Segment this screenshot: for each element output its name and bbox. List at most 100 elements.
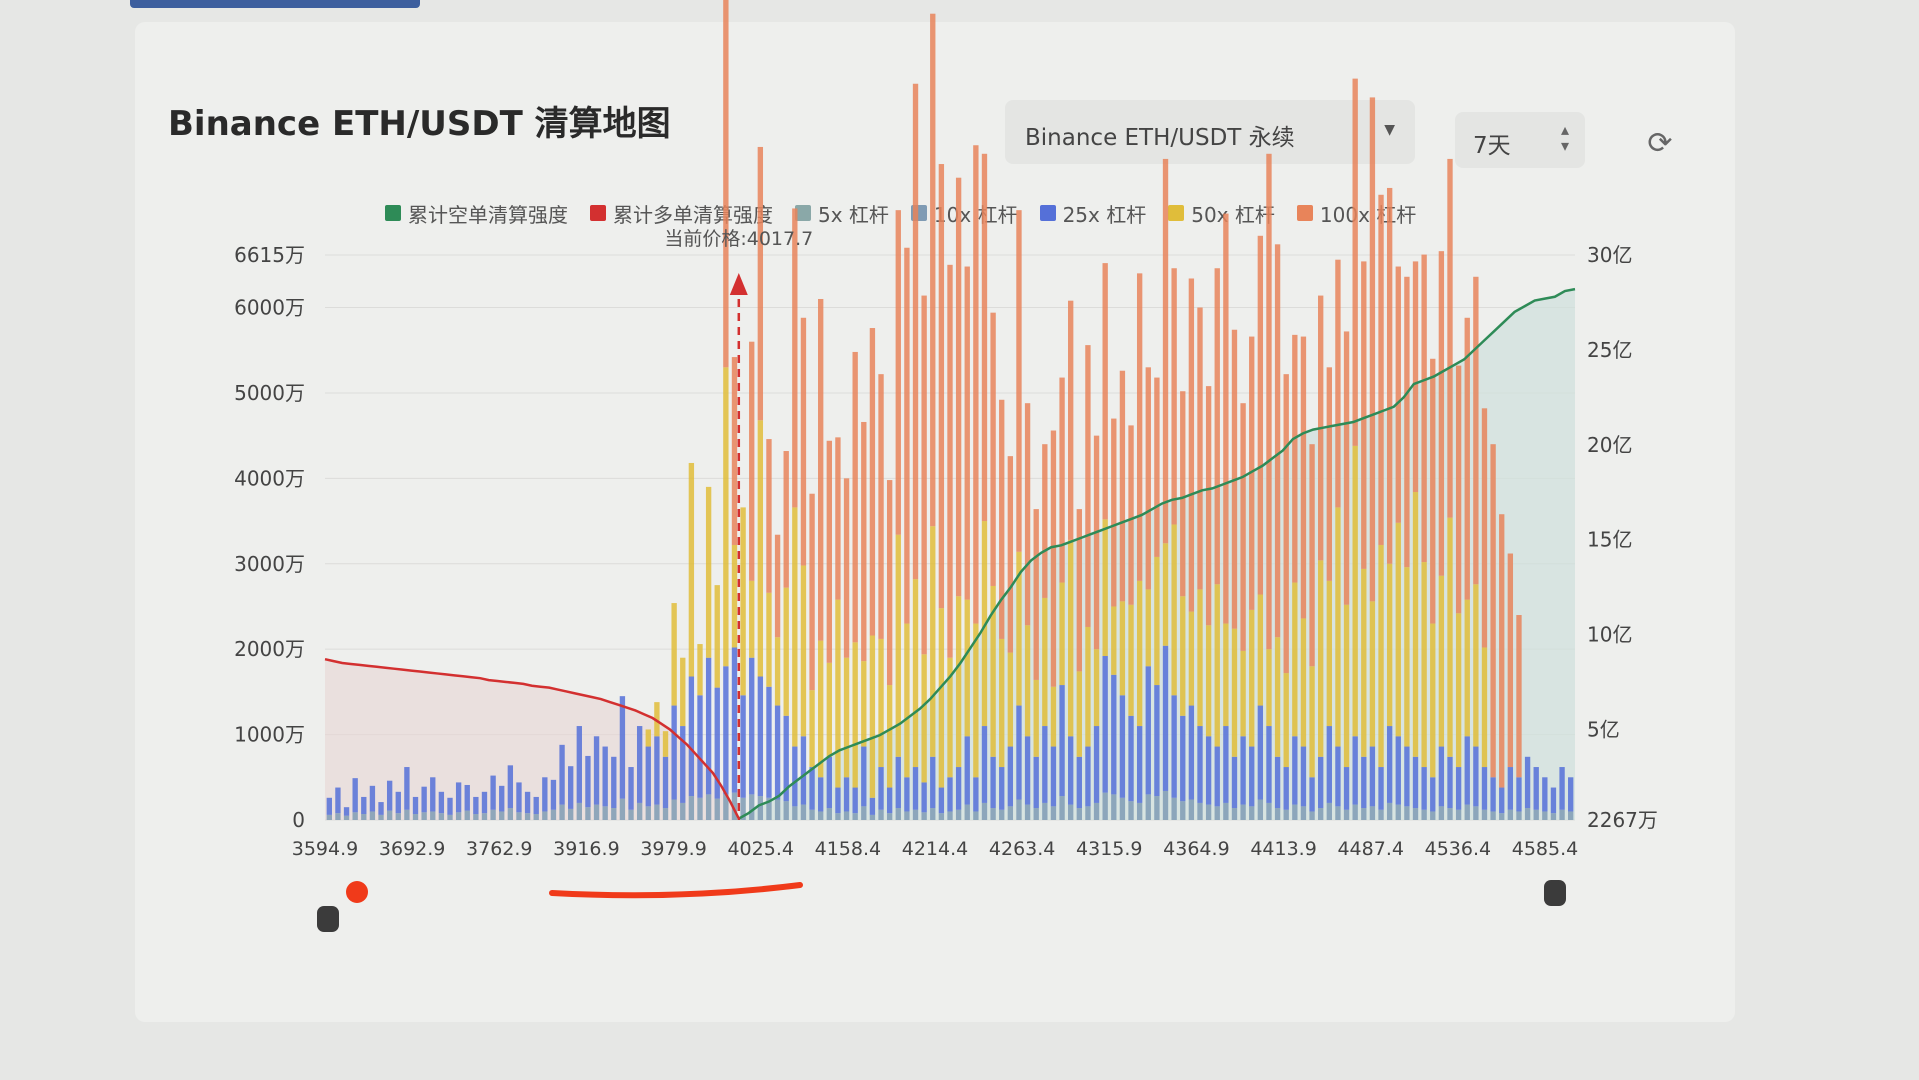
bar-50x	[1111, 606, 1117, 675]
bar-25x	[1007, 746, 1014, 807]
bar-25x	[999, 767, 1005, 810]
bar-25x	[818, 777, 824, 812]
bar-100x	[852, 351, 858, 643]
bar-25x	[361, 796, 367, 815]
bar-10x	[1352, 804, 1358, 820]
current-price-arrow	[729, 273, 748, 295]
market-select[interactable]: Binance ETH/USDT 永续 ▼	[1005, 100, 1415, 164]
bar-100x	[783, 451, 789, 588]
bar-50x	[1257, 594, 1264, 706]
bar-25x	[395, 791, 401, 814]
bar-25x	[654, 736, 660, 805]
bar-100x	[1300, 336, 1307, 619]
bar-25x	[645, 746, 651, 807]
bar-10x	[1481, 809, 1488, 820]
bar-25x	[912, 767, 919, 810]
bar-50x	[1343, 604, 1350, 768]
bar-10x	[1283, 809, 1289, 820]
legend-item-lev5[interactable]: 5x 杠杆	[795, 199, 889, 228]
bar-10x	[1464, 804, 1470, 820]
bar-100x	[1145, 367, 1151, 590]
bar-25x	[1180, 715, 1186, 802]
market-select-value: Binance ETH/USDT 永续	[1025, 125, 1295, 151]
y-left-tick-label: 3000万	[234, 552, 305, 576]
y-left-tick-label: 6615万	[234, 243, 305, 267]
bar-50x	[1188, 611, 1195, 706]
bar-25x	[1386, 726, 1393, 803]
bar-10x	[749, 794, 755, 820]
bar-50x	[1154, 556, 1160, 686]
legend-item-cum-long[interactable]: 累计多单清算强度	[590, 199, 773, 228]
bar-10x	[1119, 797, 1126, 820]
bar-10x	[1300, 806, 1307, 820]
bar-25x	[1542, 777, 1548, 812]
bar-25x	[481, 791, 488, 814]
bar-50x	[1042, 597, 1048, 727]
zoom-slider-left-handle[interactable]	[317, 906, 339, 932]
bar-10x	[766, 797, 772, 820]
y-left-tick-label: 5000万	[234, 381, 305, 405]
bar-100x	[1266, 153, 1272, 650]
bar-25x	[369, 785, 376, 812]
legend-item-lev25[interactable]: 25x 杠杆	[1039, 199, 1146, 228]
bar-10x	[1093, 802, 1100, 820]
bar-50x	[869, 635, 876, 798]
bar-50x	[1335, 507, 1341, 747]
legend-item-cum-short[interactable]: 累计空单清算强度	[385, 199, 568, 228]
zoom-slider-right-handle[interactable]	[1544, 880, 1566, 906]
current-price-label: 当前价格:4017.7	[664, 228, 813, 250]
bar-50x	[1283, 673, 1289, 768]
bar-50x	[671, 603, 677, 706]
period-select[interactable]: 7天 ▴ ▾	[1455, 112, 1585, 168]
bar-25x	[1171, 695, 1177, 798]
bar-25x	[1136, 726, 1143, 803]
bar-10x	[705, 794, 712, 820]
x-tick-label: 4536.4	[1425, 838, 1491, 860]
legend-item-lev50[interactable]: 50x 杠杆	[1168, 199, 1275, 228]
bar-100x	[1085, 345, 1091, 627]
bar-50x	[697, 644, 703, 696]
bar-10x	[404, 809, 410, 820]
bar-100x	[731, 357, 738, 545]
legend-item-lev100[interactable]: 100x 杠杆	[1296, 199, 1416, 228]
bar-10x	[481, 813, 488, 820]
bar-25x	[792, 746, 798, 807]
y-right-tick-label: 25亿	[1587, 338, 1632, 362]
bar-25x	[1033, 756, 1039, 809]
bar-100x	[921, 295, 927, 655]
bar-50x	[1068, 539, 1074, 737]
bar-50x	[826, 662, 832, 757]
bar-100x	[1455, 365, 1462, 614]
bar-25x	[464, 784, 470, 811]
bar-100x	[1214, 268, 1220, 585]
bar-25x	[1024, 736, 1031, 805]
bar-50x	[1318, 560, 1324, 757]
bar-50x	[1352, 445, 1358, 737]
bar-25x	[1197, 726, 1203, 803]
bar-10x	[1214, 806, 1220, 820]
bar-100x	[1068, 300, 1074, 540]
bar-50x	[1223, 623, 1229, 727]
bar-100x	[1197, 307, 1203, 590]
bar-100x	[1162, 158, 1169, 544]
bar-100x	[878, 374, 884, 639]
bar-10x	[1395, 804, 1401, 820]
refresh-icon[interactable]: ⟳	[1647, 126, 1673, 161]
bar-100x	[1516, 615, 1522, 778]
bar-100x	[1154, 377, 1160, 557]
bar-50x	[645, 729, 651, 747]
bar-50x	[662, 731, 669, 757]
bar-10x	[447, 814, 453, 820]
bar-50x	[1464, 599, 1470, 737]
y-left-tick-label: 4000万	[234, 466, 305, 490]
bar-25x	[1309, 777, 1315, 812]
bar-10x	[1412, 808, 1419, 820]
bar-100x	[1128, 425, 1134, 605]
bar-50x	[1214, 584, 1220, 747]
bar-25x	[1499, 787, 1505, 814]
bar-50x	[1438, 575, 1445, 747]
bar-50x	[947, 657, 953, 778]
bar-100x	[912, 83, 919, 580]
bar-50x	[1292, 582, 1298, 737]
